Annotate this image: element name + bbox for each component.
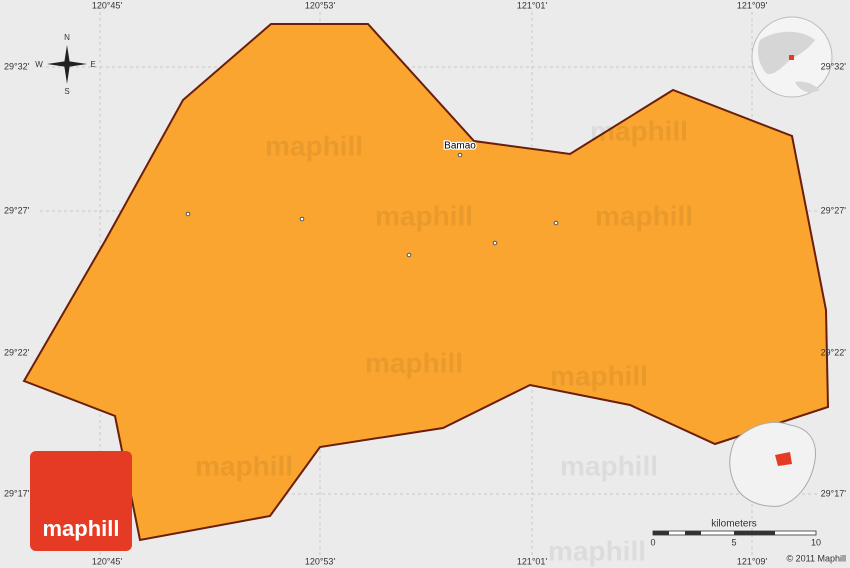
locator-marker	[775, 452, 792, 466]
watermark: maphill	[590, 115, 688, 146]
place-point	[457, 152, 463, 158]
place-point	[406, 252, 412, 258]
top-label: 121°09'	[737, 0, 768, 10]
compass-s: S	[64, 87, 69, 96]
bottom-label: 121°09'	[737, 556, 768, 566]
compass: N E S W	[35, 33, 95, 96]
points	[185, 152, 559, 258]
province-shape	[729, 421, 817, 507]
compass-w: W	[35, 60, 43, 69]
left-label: 29°32'	[4, 61, 30, 71]
locator	[729, 421, 817, 507]
globe: 29°32'	[751, 16, 847, 98]
scale-tick: 5	[731, 537, 736, 547]
region	[22, 23, 830, 542]
right-label: 29°27'	[821, 205, 847, 215]
place-label: Bamao	[444, 141, 476, 152]
watermark: maphill	[548, 535, 646, 566]
watermarks: maphill maphill maphill maphill maphill …	[195, 115, 693, 566]
watermark: maphill	[195, 450, 293, 481]
scale-segment	[653, 531, 669, 535]
globe-marker	[789, 55, 794, 60]
logo[interactable]: maphill	[30, 451, 132, 551]
logo-box[interactable]	[30, 451, 132, 551]
scale-tick: 0	[650, 537, 655, 547]
left-label: 29°27'	[4, 205, 30, 215]
scale-tick: 10	[811, 537, 821, 547]
compass-n: N	[64, 33, 70, 42]
globe-land	[795, 81, 820, 93]
top-label: 120°53'	[305, 0, 336, 10]
bottom-label: 120°53'	[305, 556, 336, 566]
compass-needle	[47, 61, 87, 67]
bottom-label: 121°01'	[517, 556, 548, 566]
left-label: 29°22'	[4, 347, 30, 357]
scale-title: kilometers	[711, 519, 757, 530]
globe-land	[757, 31, 815, 75]
place-point	[553, 220, 559, 226]
watermark: maphill	[560, 450, 658, 481]
right-label: 29°22'	[821, 347, 847, 357]
bottom-label: 120°45'	[92, 556, 123, 566]
left-label: 29°17'	[4, 488, 30, 498]
watermark: maphill	[595, 200, 693, 231]
right-label: 29°32'	[821, 61, 847, 71]
logo-text[interactable]: maphill	[42, 516, 119, 541]
scale-segment	[734, 531, 775, 535]
scale-segment	[685, 531, 701, 535]
place-point	[492, 240, 498, 246]
top-label: 121°01'	[517, 0, 548, 10]
compass-e: E	[90, 60, 95, 69]
copyright: © 2011 Maphill	[787, 553, 847, 563]
place-point	[299, 216, 305, 222]
watermark: maphill	[375, 200, 473, 231]
watermark: maphill	[550, 360, 648, 391]
watermark: maphill	[265, 130, 363, 161]
scale-bar: kilometers 0 5 10	[650, 519, 821, 548]
watermark: maphill	[365, 347, 463, 378]
place-point	[185, 211, 191, 217]
top-label: 120°45'	[92, 0, 123, 10]
right-label: 29°17'	[821, 488, 847, 498]
